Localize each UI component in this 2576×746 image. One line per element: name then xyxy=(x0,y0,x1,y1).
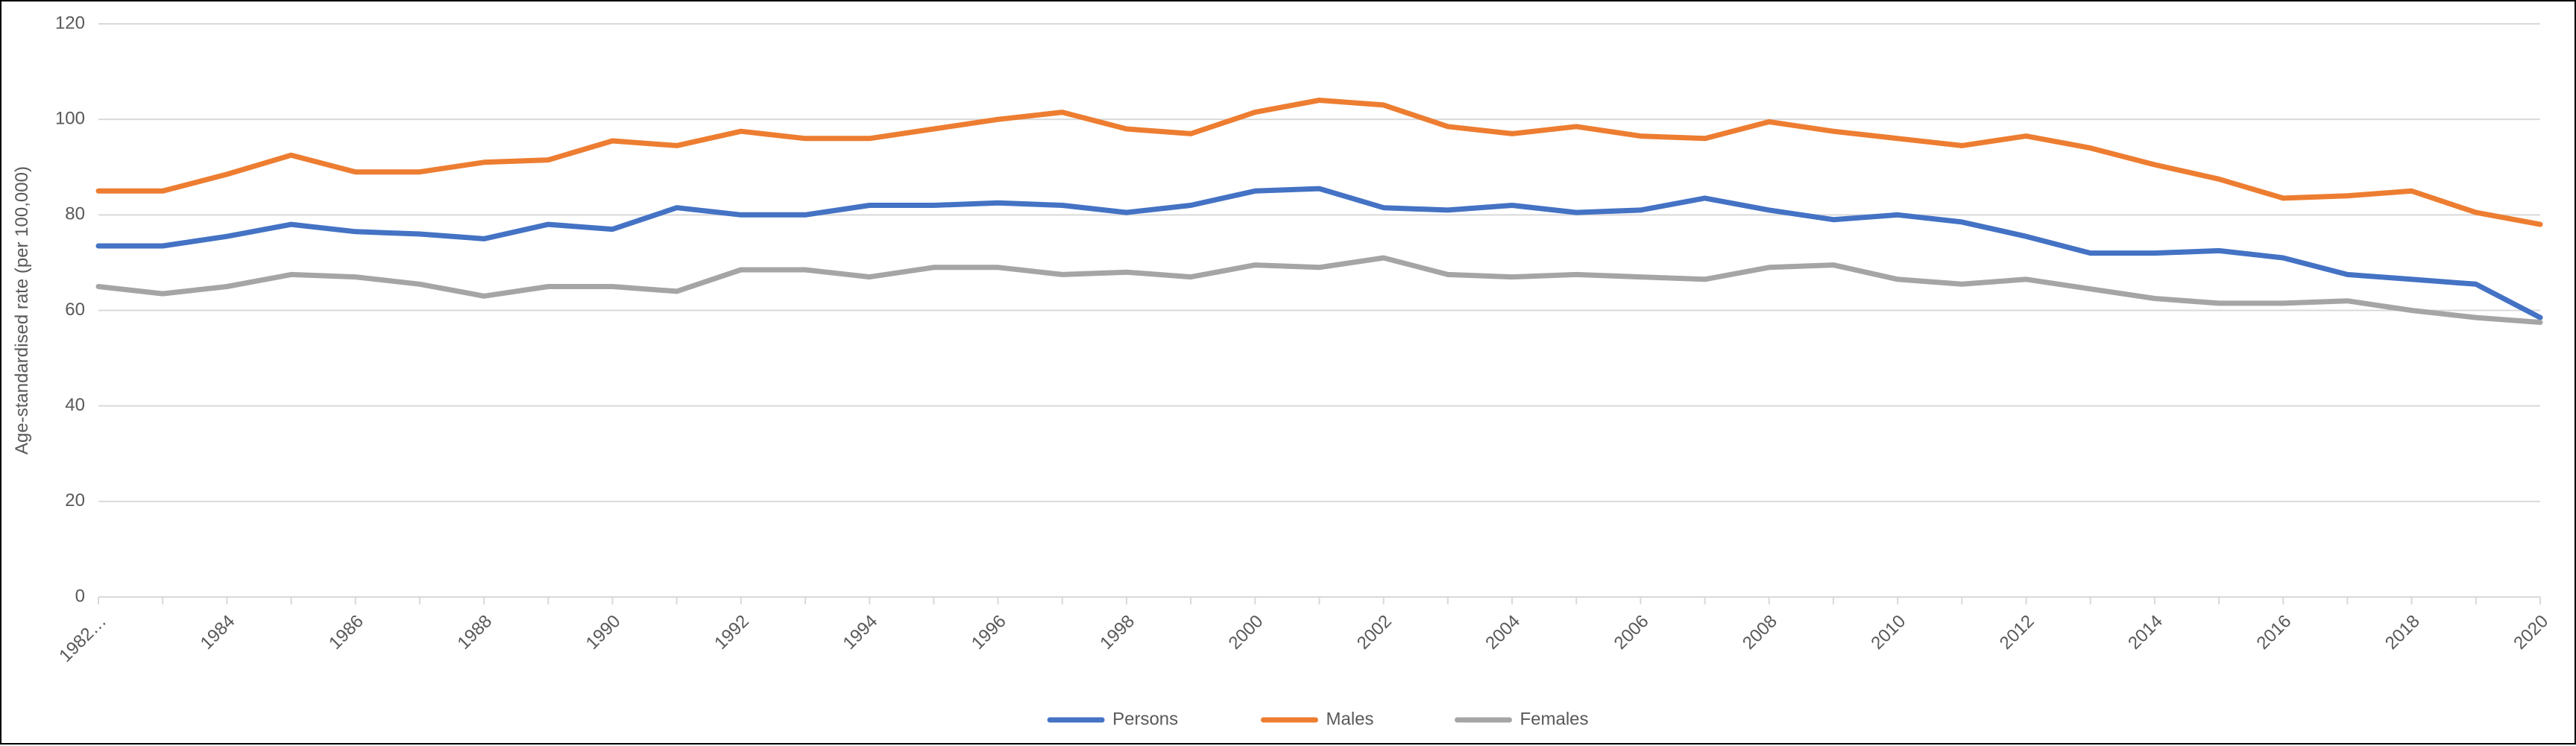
x-tick-label: 2016 xyxy=(2253,611,2296,654)
x-tick-label: 1994 xyxy=(839,611,881,654)
x-tick-label: 1984 xyxy=(197,611,239,654)
x-tick-label: 2000 xyxy=(1225,611,1267,654)
legend-label: Males xyxy=(1326,709,1374,729)
x-tick-label: 1992 xyxy=(711,611,753,654)
x-tick-label: 1982… xyxy=(55,611,110,666)
x-axis-labels: 1982… 1984 1986 1988 1990 1992 1994 1996 1998 200… xyxy=(55,611,2552,666)
x-tick-label: 2012 xyxy=(1996,611,2038,654)
x-tick-label: 1998 xyxy=(1096,611,1139,654)
y-tick-label: 100 xyxy=(55,109,85,129)
y-tick-label: 40 xyxy=(65,395,85,415)
y-tick-label: 60 xyxy=(65,300,85,320)
x-tick-label: 1996 xyxy=(968,611,1010,654)
x-tick-label: 2018 xyxy=(2381,611,2424,654)
legend: Persons Males Females xyxy=(1050,709,1588,729)
y-tick-label: 20 xyxy=(65,490,85,510)
y-axis-label: Age-standardised rate (per 100,000) xyxy=(12,166,32,455)
line-chart: 0 20 40 60 80 100 120 Age-standardised rate (pe… xyxy=(1,1,2576,746)
x-tick-label: 2002 xyxy=(1353,611,1396,654)
x-tick-label: 1990 xyxy=(582,611,625,654)
y-tick-label: 80 xyxy=(65,204,85,224)
x-tick-label: 2014 xyxy=(2124,611,2167,654)
gridlines xyxy=(98,24,2540,597)
x-tick-label: 1986 xyxy=(325,611,368,654)
legend-label: Females xyxy=(1520,709,1589,729)
x-tick-label: 2004 xyxy=(1481,611,1524,654)
legend-label: Persons xyxy=(1112,709,1178,729)
y-tick-label: 120 xyxy=(55,13,85,33)
x-tick-label: 2008 xyxy=(1739,611,1781,654)
x-tick-label: 2010 xyxy=(1867,611,1909,654)
x-tick-label: 2020 xyxy=(2510,611,2552,654)
series-line-females xyxy=(98,258,2540,323)
x-axis-ticks xyxy=(98,597,2540,604)
chart-container: 0 20 40 60 80 100 120 Age-standardised rate (pe… xyxy=(0,0,2576,745)
series-group xyxy=(98,101,2540,323)
x-tick-label: 2006 xyxy=(1610,611,1653,654)
y-tick-label: 0 xyxy=(75,586,85,606)
x-tick-label: 1988 xyxy=(453,611,496,654)
y-axis-ticks: 0 20 40 60 80 100 120 xyxy=(55,13,85,606)
